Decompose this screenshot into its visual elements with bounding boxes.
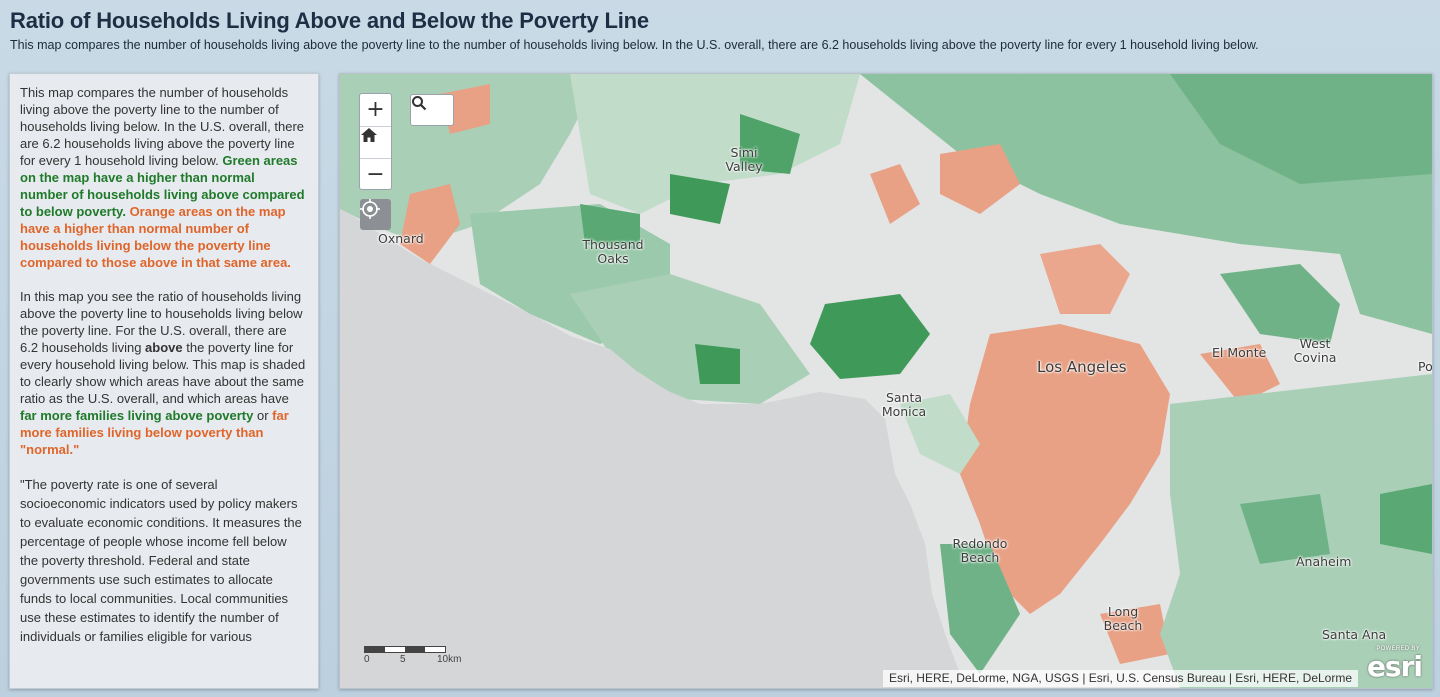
or-text: or: [256, 408, 269, 423]
search-icon: [412, 96, 427, 111]
place-label-el-monte: El Monte: [1212, 345, 1267, 360]
sidebar-paragraph-1: This map compares the number of househol…: [20, 84, 306, 271]
scale-label-10km: 10km: [437, 654, 462, 665]
place-label-santa-monica: Santa Monica: [881, 390, 927, 419]
esri-wordmark: esri: [1366, 650, 1423, 683]
place-label-thousand-oaks: Thousand Oaks: [582, 237, 644, 266]
page-title: Ratio of Households Living Above and Bel…: [10, 8, 649, 33]
place-label-santa-ana: Santa Ana: [1322, 627, 1387, 642]
poverty-rate-quote: "The poverty rate is one of several soci…: [20, 477, 302, 644]
sidebar-description-panel[interactable]: This map compares the number of househol…: [9, 73, 319, 689]
locate-icon: [360, 199, 380, 219]
scale-segment-2: [405, 647, 425, 652]
zoom-controls: + −: [359, 93, 392, 190]
scale-bar: 0 5 10km: [364, 644, 461, 668]
map-attribution: Esri, HERE, DeLorme, NGA, USGS | Esri, U…: [882, 670, 1358, 687]
powered-by-text: POWERED BY: [1376, 646, 1420, 652]
far-more-above-text: far more families living above poverty: [20, 408, 254, 423]
place-label-oxnard: Oxnard: [378, 231, 424, 246]
scale-bar-graphic: [364, 646, 446, 653]
far-more-below-text: far more families living below poverty t…: [20, 408, 289, 457]
zoom-out-button[interactable]: −: [360, 158, 391, 190]
place-label-west-covina: West Covina: [1293, 336, 1337, 365]
esri-logo[interactable]: POWERED BY esri: [1364, 644, 1424, 683]
ocean: [340, 209, 980, 688]
locate-button[interactable]: [360, 199, 391, 230]
scale-label-5: 5: [400, 654, 406, 665]
place-label-anaheim: Anaheim: [1296, 554, 1352, 569]
sidebar-paragraph-2: In this map you see the ratio of househo…: [20, 288, 306, 458]
choropleth-map[interactable]: [340, 74, 1432, 688]
scale-segment-1: [365, 647, 385, 652]
place-label-simi-valley: Simi Valley: [725, 145, 763, 174]
orange-areas-explanation: Orange areas on the map have a higher th…: [20, 204, 291, 270]
map-view[interactable]: + − Simi Valley Oxnard Thousand Oaks Los A…: [339, 73, 1433, 689]
intro-text: This map compares the number of househol…: [20, 85, 305, 168]
place-label-long-beach: Long Beach: [1103, 604, 1143, 633]
home-button[interactable]: [360, 126, 391, 158]
hills-region-1: [810, 294, 930, 379]
above-emphasis: above: [145, 340, 183, 355]
zoom-in-button[interactable]: +: [366, 97, 385, 122]
home-icon: [361, 128, 377, 142]
green-areas-explanation: Green areas on the map have a higher tha…: [20, 153, 305, 219]
search-button[interactable]: [410, 94, 454, 126]
sidebar-content: This map compares the number of househol…: [20, 84, 306, 663]
scale-label-0: 0: [364, 654, 370, 665]
place-label-los-angeles: Los Angeles: [1037, 358, 1127, 376]
ratio-text: In this map you see the ratio of househo…: [20, 289, 303, 355]
shading-text: the poverty line for every household liv…: [20, 340, 306, 406]
urban-core-orange: [960, 324, 1170, 614]
place-label-pomona-partial: Po: [1418, 359, 1433, 374]
page-subtitle: This map compares the number of househol…: [10, 38, 1259, 52]
header: Ratio of Households Living Above and Bel…: [0, 0, 1440, 66]
place-label-redondo-beach: Redondo Beach: [952, 536, 1008, 565]
